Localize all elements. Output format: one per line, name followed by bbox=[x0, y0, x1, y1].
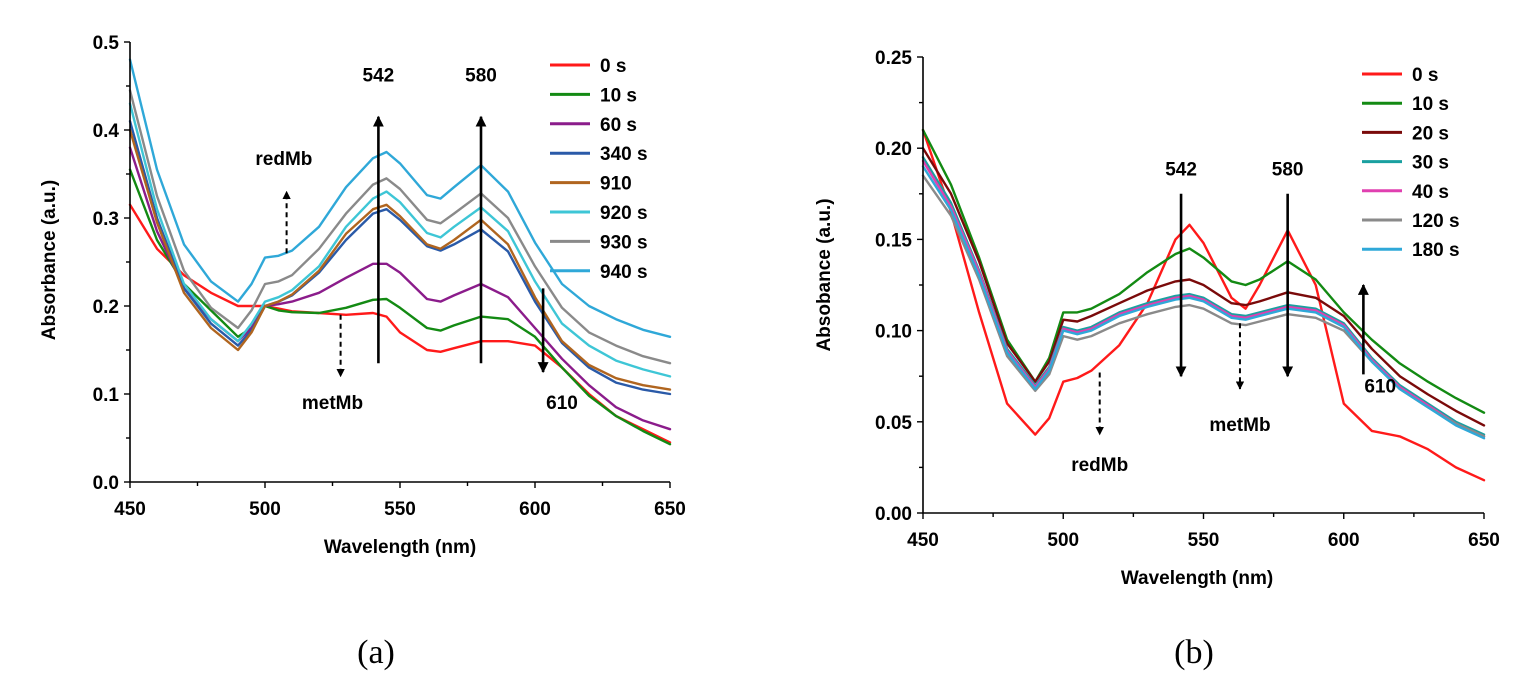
panel-a-legend-label: 60 s bbox=[600, 115, 637, 136]
panel-b-legend: 0 s 10 s 20 s 30 s 40 s 120 s 180 s bbox=[1362, 65, 1460, 261]
panel-a-y-tick-label: 0.2 bbox=[93, 297, 119, 318]
panel-a-annotation: 580 bbox=[465, 66, 497, 87]
panel-a-legend-label: 920 s bbox=[600, 203, 648, 224]
panel-a-series-line-7 bbox=[128, 58, 672, 338]
panel-a-label: (a) bbox=[357, 634, 395, 671]
panel-b-legend-label: 30 s bbox=[1412, 153, 1449, 174]
panel-b-annotation: 580 bbox=[1272, 160, 1304, 181]
panel-b-x-tick-label: 500 bbox=[1047, 530, 1079, 551]
panel-b-y-tick-label: 0.20 bbox=[875, 139, 912, 160]
panel-a-annotation: 542 bbox=[363, 66, 395, 87]
panel-b-annotation: metMb bbox=[1209, 415, 1270, 436]
panel-a-x-tick-label: 500 bbox=[249, 499, 281, 520]
panel-a-plot-area: 450 500 550 600 650 0.0 0.1 0.2 0.3 0.4 0.5 542 580 r… bbox=[93, 33, 686, 520]
panel-a-y-tick-label: 0.1 bbox=[93, 385, 120, 406]
panel-b-y-tick-label: 0.00 bbox=[875, 504, 912, 525]
panel-a-x-tick-label: 550 bbox=[384, 499, 416, 520]
panel-b-annotation: 542 bbox=[1165, 160, 1197, 181]
panel-a-annotation: redMb bbox=[255, 149, 312, 170]
panel-a-y-axis-title: Absorbance (a.u.) bbox=[39, 180, 60, 340]
panel-b-y-tick-label: 0.05 bbox=[875, 413, 912, 434]
panel-b-annotation: 610 bbox=[1364, 377, 1396, 398]
panel-a-annotation: 610 bbox=[546, 393, 578, 414]
panel-b-legend-label: 10 s bbox=[1412, 94, 1449, 115]
panel-a-series-line-6 bbox=[128, 89, 672, 365]
panel-a-legend-label: 930 s bbox=[600, 232, 648, 253]
panel-b-y-tick-label: 0.10 bbox=[875, 322, 912, 343]
panel-b-x-tick-label: 550 bbox=[1188, 530, 1220, 551]
panel-a-series-line-3 bbox=[128, 119, 672, 396]
panel-b: 450 500 550 600 650 0.00 0.05 0.10 0.15 0.20 0.25 5… bbox=[810, 30, 1510, 671]
panel-b-y-axis-title: Absobance (a.u.) bbox=[814, 198, 835, 351]
panel-b-label: (b) bbox=[1174, 634, 1214, 671]
panel-b-x-axis-title: Wavelength (nm) bbox=[1121, 568, 1273, 589]
panel-a: 450 500 550 600 650 0.0 0.1 0.2 0.3 0.4 0.5 542 580 r… bbox=[22, 12, 690, 671]
panel-b-x-tick-label: 600 bbox=[1328, 530, 1360, 551]
panel-a-x-tick-label: 650 bbox=[654, 499, 686, 520]
panel-a-legend-label: 910 bbox=[600, 174, 632, 195]
panel-a-legend-label: 340 s bbox=[600, 144, 648, 165]
panel-a-y-tick-label: 0.4 bbox=[93, 121, 120, 142]
panel-a-y-tick-label: 0.0 bbox=[93, 473, 119, 494]
panel-b-legend-label: 40 s bbox=[1412, 182, 1449, 203]
panel-a-legend-label: 0 s bbox=[600, 56, 626, 77]
panel-a-x-axis-title: Wavelength (nm) bbox=[324, 537, 476, 558]
panel-a-series-line-5 bbox=[128, 102, 672, 378]
panel-a-x-tick-label: 600 bbox=[519, 499, 551, 520]
panel-b-y-tick-label: 0.25 bbox=[875, 48, 912, 69]
panel-b-annotation: redMb bbox=[1071, 455, 1128, 476]
panel-a-y-tick-label: 0.3 bbox=[93, 209, 119, 230]
panel-a-y-tick-label: 0.5 bbox=[93, 33, 120, 54]
panel-b-y-tick-label: 0.15 bbox=[875, 230, 912, 251]
panel-b-x-tick-label: 450 bbox=[907, 530, 939, 551]
panel-a-series-line-4 bbox=[128, 128, 672, 391]
panel-a-legend-label: 10 s bbox=[600, 85, 637, 106]
panel-b-legend-label: 20 s bbox=[1412, 123, 1449, 144]
panel-a-annotation: metMb bbox=[302, 393, 363, 414]
panel-b-series-line-0 bbox=[921, 128, 1486, 482]
panel-b-series-line-2 bbox=[921, 146, 1486, 427]
panel-b-x-tick-label: 650 bbox=[1468, 530, 1500, 551]
panel-a-series-line-1 bbox=[128, 168, 672, 446]
panel-b-legend-label: 120 s bbox=[1412, 211, 1460, 232]
panel-b-legend-label: 0 s bbox=[1412, 65, 1438, 86]
panel-b-legend-label: 180 s bbox=[1412, 240, 1460, 261]
panel-a-x-tick-label: 450 bbox=[114, 499, 146, 520]
panel-a-legend: 0 s 10 s 60 s 340 s 910 920 s 930 s 940 s bbox=[550, 56, 648, 283]
panel-b-series-line-6 bbox=[921, 165, 1486, 440]
panel-b-plot-area: 450 500 550 600 650 0.00 0.05 0.10 0.15 0.20 0.25 5… bbox=[875, 48, 1500, 551]
panel-a-legend-label: 940 s bbox=[600, 262, 648, 283]
